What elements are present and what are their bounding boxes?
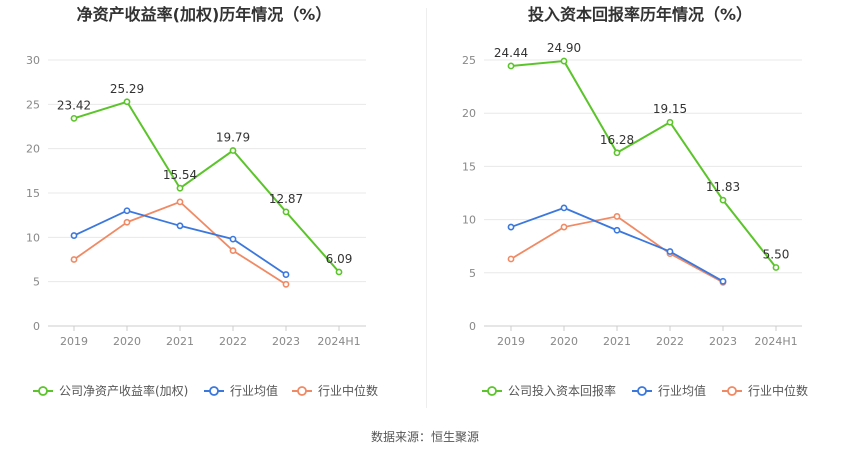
legend-label: 行业中位数 (748, 383, 808, 398)
data-label: 5.50 (763, 247, 790, 261)
data-point-company (772, 264, 780, 271)
data-point-company (666, 118, 674, 126)
data-point-company (613, 149, 621, 157)
chart-title: 净资产收益率(加权)历年情况（%） (77, 5, 332, 24)
data-point-industry_median (613, 213, 621, 220)
y-tick-label: 15 (26, 187, 40, 200)
y-tick-label: 15 (462, 160, 476, 173)
data-point-company (335, 268, 343, 276)
data-point-industry_median (229, 247, 237, 255)
data-label: 11.83 (706, 180, 740, 194)
data-label: 19.79 (216, 131, 250, 145)
data-point-company (176, 184, 184, 192)
data-point-industry_median (282, 280, 290, 288)
data-source-note: 数据来源：恒生聚源 (370, 430, 479, 444)
data-label: 23.42 (57, 98, 91, 112)
x-tick-label: 2022 (656, 335, 684, 348)
data-label: 24.44 (494, 46, 528, 60)
data-label: 25.29 (110, 82, 144, 96)
data-point-industry_avg (560, 204, 568, 212)
legend-marker-dot (297, 386, 307, 396)
x-tick-label: 2023 (272, 335, 300, 348)
data-point-industry_avg (123, 207, 131, 215)
y-tick-label: 0 (469, 320, 476, 333)
y-tick-label: 25 (26, 98, 40, 111)
y-tick-label: 30 (26, 54, 40, 67)
series-line-company (510, 60, 777, 269)
x-tick-label: 2021 (603, 335, 631, 348)
legend-marker-dot (209, 386, 219, 396)
data-point-company (123, 98, 131, 106)
x-tick-label: 2020 (550, 335, 578, 348)
data-point-company (70, 114, 78, 122)
data-point-industry_avg (613, 226, 621, 234)
series-line-industry_median (73, 200, 287, 286)
legend-label: 行业均值 (230, 383, 278, 398)
series-line-company (73, 100, 340, 273)
data-label: 12.87 (269, 192, 303, 206)
x-tick-label: 2023 (709, 335, 737, 348)
legend-marker-dot (637, 386, 647, 396)
y-tick-label: 10 (26, 231, 40, 244)
data-label: 24.90 (547, 41, 581, 55)
data-point-industry_avg (70, 232, 78, 239)
data-point-company (719, 196, 727, 204)
x-tick-label: 2020 (113, 335, 141, 348)
data-label: 16.28 (600, 133, 634, 147)
data-point-industry_median (560, 223, 568, 231)
data-label: 15.54 (163, 168, 197, 182)
data-point-industry_avg (507, 223, 515, 231)
legend-marker-dot (487, 386, 497, 396)
chart-title: 投入资本回报率历年情况（%） (528, 5, 752, 24)
data-label: 19.15 (653, 102, 687, 116)
data-point-company (507, 62, 515, 70)
y-tick-label: 5 (469, 267, 476, 280)
data-point-industry_avg (176, 222, 184, 230)
x-tick-label: 2021 (166, 335, 194, 348)
y-tick-label: 20 (462, 107, 476, 120)
data-point-company (560, 57, 568, 65)
legend-marker-dot (727, 386, 737, 396)
y-tick-label: 5 (33, 276, 40, 289)
legend-marker-dot (38, 386, 48, 396)
data-point-industry_avg (229, 235, 237, 243)
data-point-industry_median (70, 256, 78, 263)
y-tick-label: 0 (33, 320, 40, 333)
data-point-industry_median (123, 218, 131, 226)
data-point-industry_median (176, 198, 184, 206)
y-tick-label: 10 (462, 214, 476, 227)
x-tick-label: 2024H1 (754, 335, 797, 348)
panel-divider (426, 8, 427, 408)
data-point-industry_avg (719, 277, 727, 285)
legend-label: 行业中位数 (318, 383, 378, 398)
data-point-industry_median (507, 255, 515, 263)
legend-label: 行业均值 (658, 383, 706, 398)
x-tick-label: 2019 (60, 335, 88, 348)
x-tick-label: 2024H1 (317, 335, 360, 348)
x-tick-label: 2019 (497, 335, 525, 348)
data-point-industry_avg (282, 271, 290, 278)
y-tick-label: 20 (26, 143, 40, 156)
data-point-company (282, 208, 290, 216)
legend-label: 公司投入资本回报率 (508, 383, 616, 398)
data-point-industry_avg (666, 248, 674, 255)
data-point-company (229, 147, 237, 154)
x-tick-label: 2022 (219, 335, 247, 348)
legend-label: 公司净资产收益率(加权) (59, 383, 188, 398)
data-label: 6.09 (326, 252, 353, 266)
y-tick-label: 25 (462, 54, 476, 67)
